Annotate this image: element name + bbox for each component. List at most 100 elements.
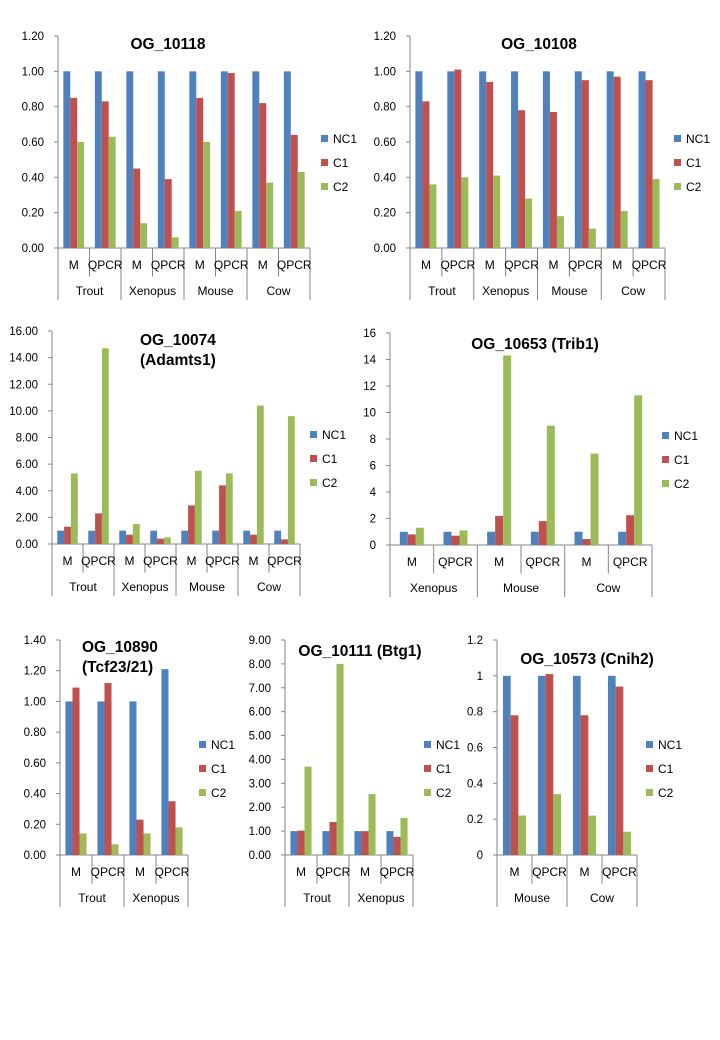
bar-c1 — [219, 485, 226, 544]
bar-c1 — [581, 80, 589, 248]
chart-1: 0.000.200.400.600.801.001.20M QPCR M QPCR M Q… — [22, 31, 357, 300]
y-tick-label: 8 — [370, 434, 376, 446]
bar-nc1 — [88, 530, 96, 544]
bar-nc1 — [220, 71, 228, 248]
bar-c1 — [580, 715, 589, 855]
bar-c1 — [329, 822, 337, 855]
bar-c1 — [393, 836, 401, 855]
bar-nc1 — [638, 71, 646, 248]
bar-c2 — [415, 527, 424, 545]
bar-c2 — [101, 348, 109, 544]
bar-c1 — [104, 683, 112, 855]
bar-c2 — [225, 473, 233, 544]
chart-title: OG_10573 (Cnih2) — [520, 651, 654, 668]
x-tick-label: QPCR — [81, 554, 116, 568]
group-label: Xenopus — [357, 891, 404, 905]
bar-c2 — [77, 142, 85, 248]
bar-c1 — [582, 539, 591, 545]
y-tick-label: 4 — [370, 487, 377, 499]
legend-label: C1 — [674, 453, 690, 467]
x-tick-label: QPCR — [143, 554, 178, 568]
legend-label: C2 — [686, 180, 702, 194]
y-tick-label: 0.40 — [374, 172, 396, 184]
bar-nc1 — [443, 531, 452, 545]
x-tick-label: QPCR — [214, 258, 249, 272]
bar-c1 — [454, 69, 462, 248]
bar-nc1 — [487, 531, 496, 545]
y-tick-label: 0.4 — [467, 778, 484, 790]
chart-title: (Tcf23/21) — [82, 659, 153, 676]
bar-c2 — [459, 530, 468, 545]
bar-c1 — [545, 674, 554, 855]
x-tick-label: M — [580, 865, 590, 879]
x-tick-label: M — [249, 554, 259, 568]
x-tick-label: QPCR — [632, 258, 667, 272]
y-tick-label: 0 — [477, 850, 483, 862]
x-tick-label: QPCR — [277, 258, 312, 272]
group-label: Mouse — [189, 580, 225, 594]
bar-c2 — [623, 831, 632, 855]
chart-6: 0.00 1.00 2.00 3.00 4.00 5.00 6.00 7.00 8.00 9.00… — [249, 635, 460, 907]
bar-c1 — [72, 687, 80, 855]
bar-nc1 — [129, 701, 137, 855]
y-tick-label: 0.20 — [22, 208, 44, 220]
group-label: Xenopus — [482, 284, 529, 298]
bar-c2 — [429, 184, 437, 248]
legend-label: C1 — [211, 762, 227, 776]
bar-c2 — [297, 172, 305, 248]
group-label: Trout — [428, 284, 456, 298]
bar-nc1 — [574, 71, 582, 248]
group-label: Trout — [76, 284, 104, 298]
bar-c1 — [227, 73, 235, 248]
y-tick-label: 2.00 — [16, 512, 38, 524]
bar-c1 — [518, 110, 526, 248]
x-tick-label: M — [485, 258, 495, 272]
bar-nc1 — [94, 71, 102, 248]
legend-label: NC1 — [686, 132, 710, 146]
bar-c2 — [556, 216, 564, 248]
legend-label: NC1 — [658, 738, 682, 752]
legend-swatch — [646, 789, 653, 796]
bar-c1 — [290, 134, 298, 248]
bar-c2 — [203, 142, 211, 248]
y-tick-label: 5.00 — [249, 731, 271, 743]
y-tick-label: 0.60 — [374, 137, 396, 149]
y-tick-label: 2.00 — [249, 802, 271, 814]
bar-nc1 — [283, 71, 291, 248]
bar-c2 — [304, 766, 312, 855]
bar-c2 — [493, 175, 501, 248]
chart-title: OG_10108 — [501, 36, 577, 53]
legend-swatch — [424, 789, 431, 796]
legend-label: C1 — [658, 762, 674, 776]
x-tick-label: M — [195, 258, 205, 272]
group-label: Trout — [303, 891, 331, 905]
legend-swatch — [662, 432, 669, 439]
x-tick-label: M — [421, 258, 431, 272]
bar-nc1 — [189, 71, 197, 248]
bar-c2 — [553, 794, 562, 855]
group-label: Mouse — [197, 284, 233, 298]
bar-c1 — [136, 819, 144, 855]
y-tick-label: 1.00 — [24, 696, 46, 708]
y-tick-label: 0.00 — [249, 850, 271, 862]
bar-c1 — [188, 505, 195, 544]
bar-nc1 — [415, 71, 423, 248]
y-tick-label: 0.00 — [374, 243, 396, 255]
x-tick-label: M — [135, 865, 145, 879]
bar-c1 — [615, 686, 624, 855]
bar-c1 — [495, 515, 504, 545]
bar-c2 — [111, 844, 119, 855]
bar-c2 — [368, 794, 376, 855]
y-tick-label: 0.20 — [24, 819, 46, 831]
y-tick-label: 8.00 — [16, 433, 38, 445]
legend-swatch — [199, 789, 206, 796]
y-tick-label: 0.80 — [22, 102, 44, 114]
legend-label: C2 — [333, 180, 349, 194]
chart-title: OG_10653 (Trib1) — [471, 336, 599, 353]
x-tick-label: M — [360, 865, 370, 879]
bar-c1 — [361, 831, 369, 855]
y-tick-label: 6.00 — [249, 707, 271, 719]
legend-swatch — [310, 479, 317, 486]
bar-c2 — [287, 416, 295, 544]
x-tick-label: QPCR — [151, 258, 186, 272]
